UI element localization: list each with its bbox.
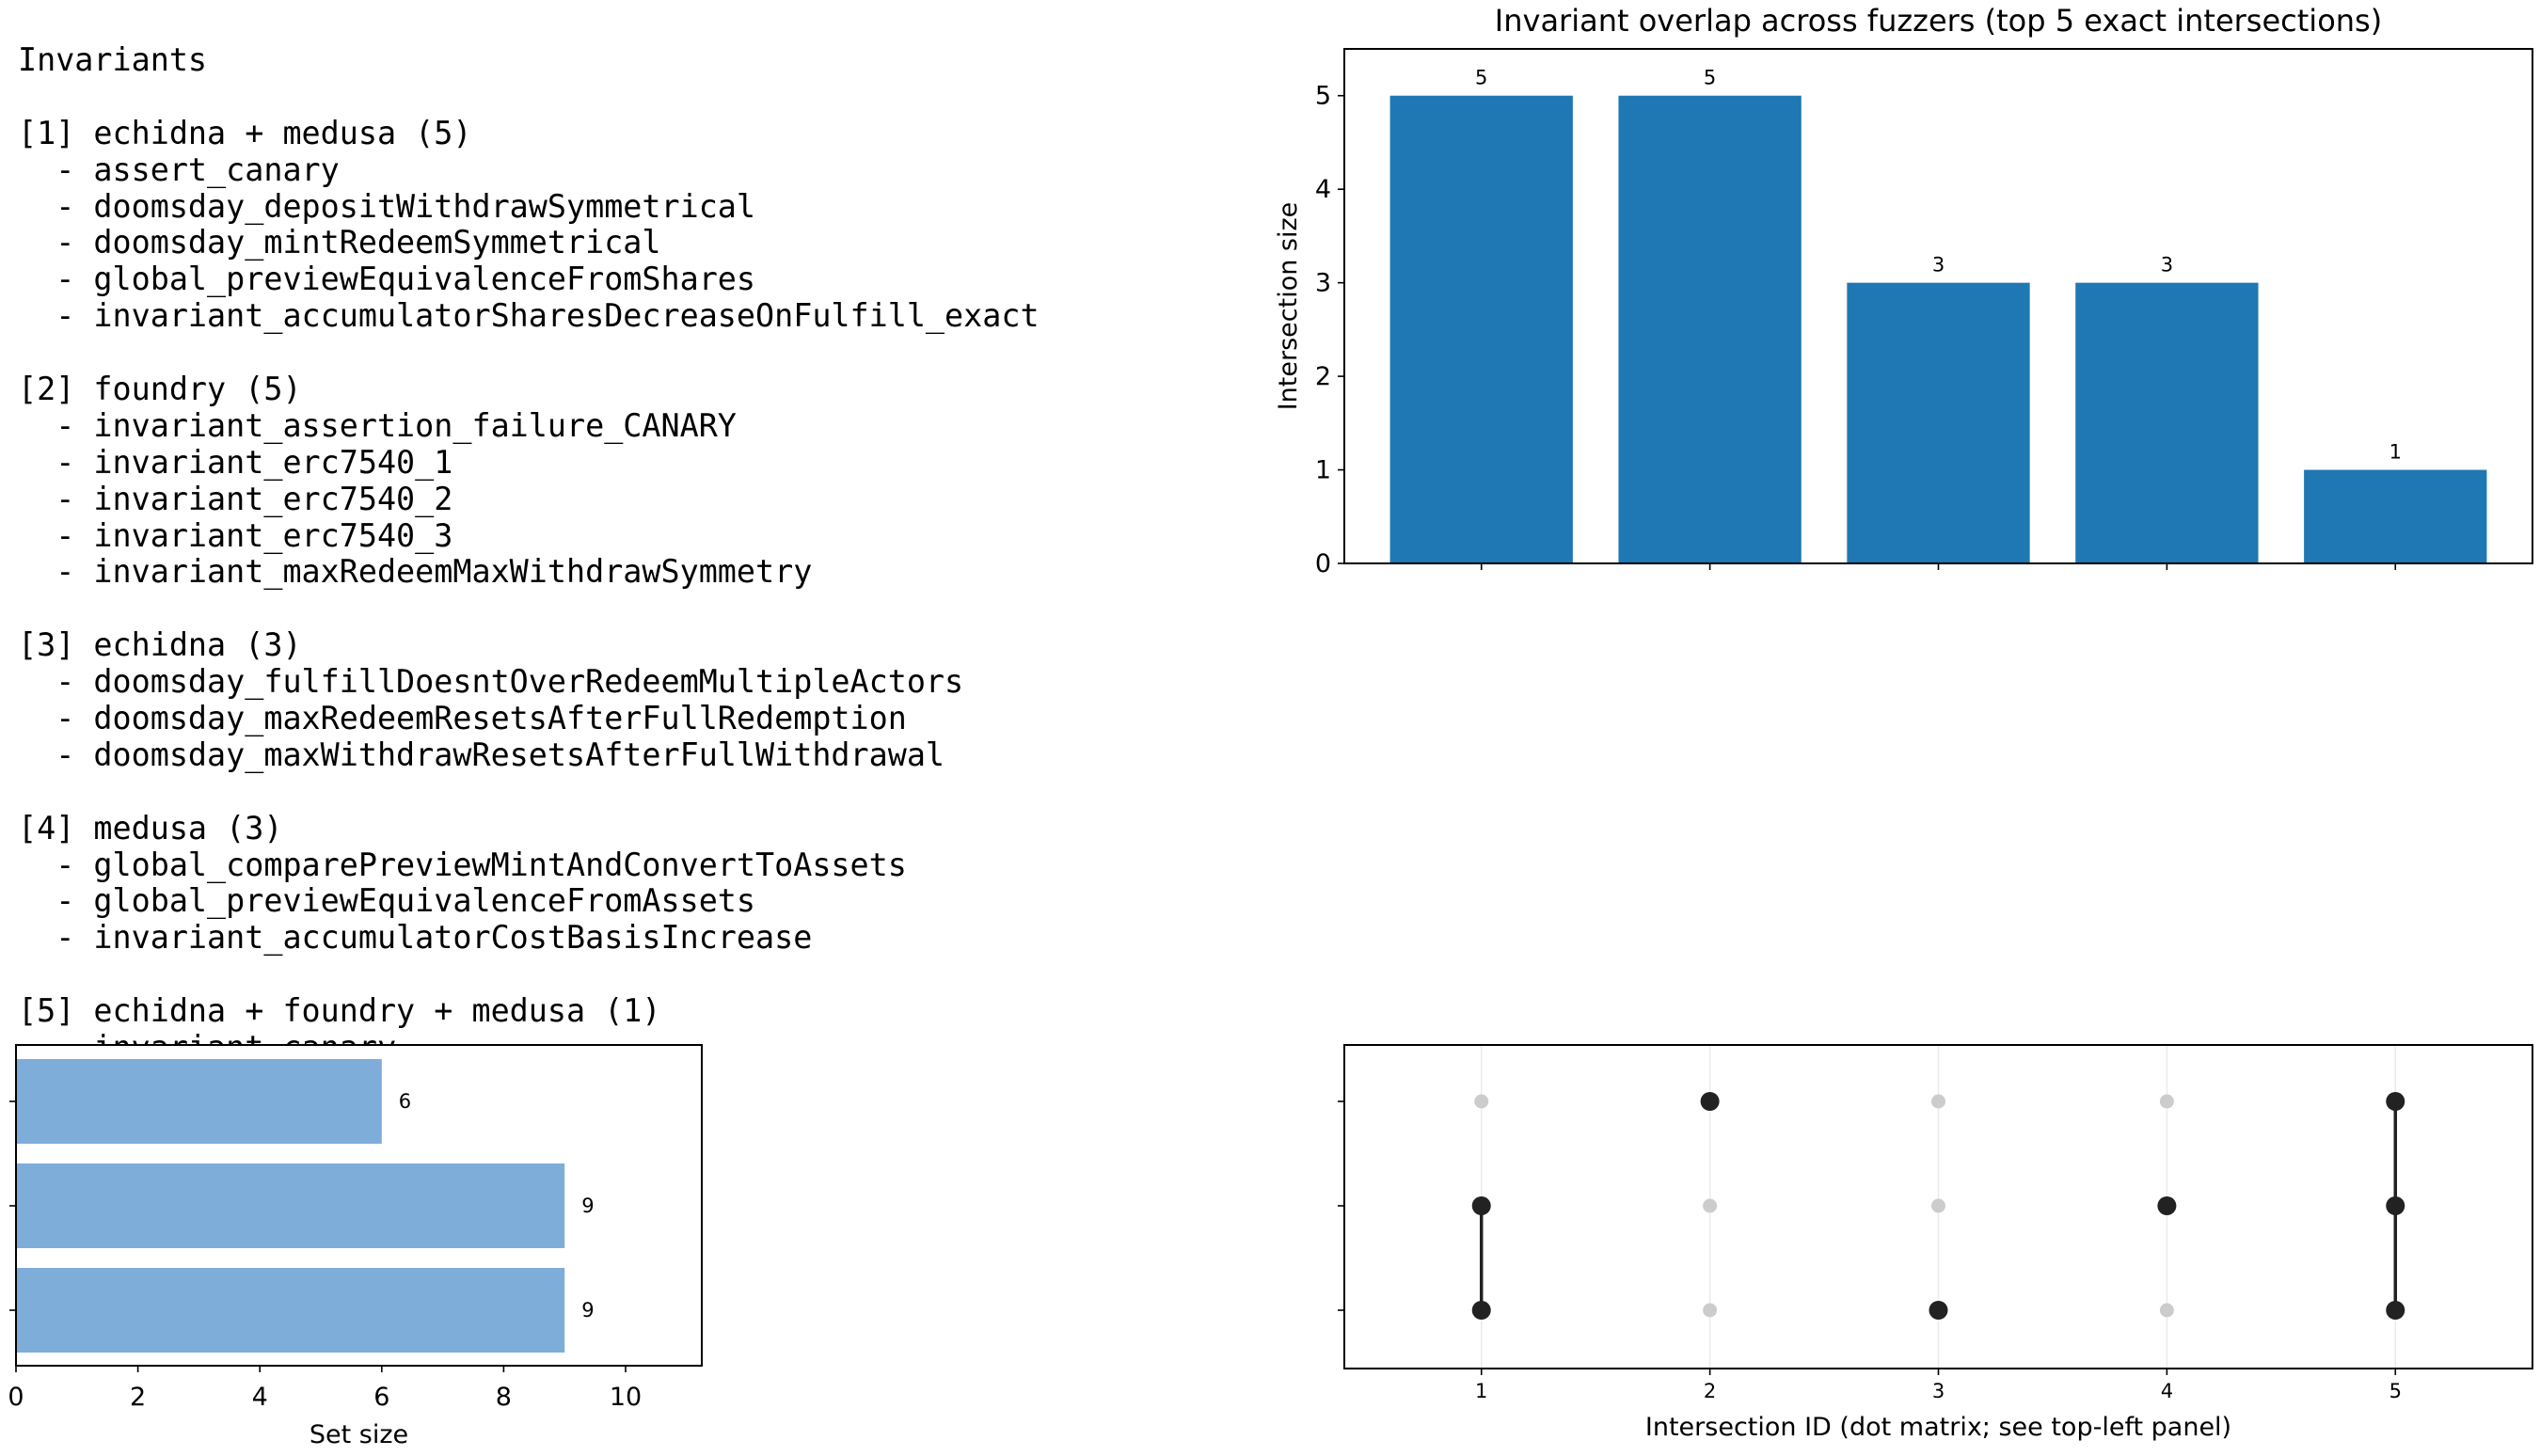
x-tick-label: 0 [8, 1383, 24, 1412]
bar-value-label: 1 [2389, 441, 2402, 464]
invariant-item: - doomsday_maxWithdrawResetsAfterFullWit… [18, 736, 945, 773]
y-tick-label: 5 [1315, 82, 1331, 111]
invariant-item: - doomsday_fulfillDoesntOverRedeemMultip… [18, 663, 964, 701]
matrix-axes-frame [1343, 1044, 2533, 1369]
invariant-item: - invariant_erc7540_2 [18, 480, 453, 517]
y-tick-label: 4 [1315, 175, 1331, 204]
x-tick-label: 5 [2389, 1380, 2402, 1402]
intersection-bar [1618, 95, 1802, 564]
membership-dot-filled [1471, 1196, 1491, 1215]
invariant-item: - invariant_maxRedeemMaxWithdrawSymmetry [18, 553, 813, 591]
membership-dot-filled [2157, 1196, 2177, 1215]
membership-dot-empty [2159, 1094, 2174, 1109]
x-axis-label: Set size [310, 1420, 408, 1449]
invariant-item: - doomsday_mintRedeemSymmetrical [18, 224, 661, 261]
invariant-item: - invariant_erc7540_1 [18, 443, 453, 481]
set-size-value-label: 6 [399, 1090, 411, 1113]
x-tick-label: 1 [1475, 1380, 1487, 1402]
invariant-item: - global_previewEquivalenceFromShares [18, 261, 756, 298]
invariant-item: - doomsday_maxRedeemResetsAfterFullRedem… [18, 700, 907, 737]
invariant-item: - invariant_erc7540_3 [18, 516, 453, 554]
y-tick-label: 2 [1315, 362, 1331, 391]
invariant-item: - doomsday_depositWithdrawSymmetrical [18, 187, 756, 225]
x-tick-label: 4 [2161, 1380, 2173, 1402]
membership-dot-filled [2386, 1092, 2405, 1111]
x-tick-label: 3 [1932, 1380, 1945, 1402]
bar-value-label: 5 [1475, 67, 1487, 89]
intersection-bar [1847, 282, 2030, 563]
group-header: [4] medusa (3) [18, 809, 283, 847]
intersection-bar [2304, 469, 2487, 563]
membership-dot-empty [1474, 1094, 1489, 1109]
x-tick-label: 6 [373, 1383, 389, 1412]
intersection-bar [1389, 95, 1573, 564]
x-tick-label: 4 [252, 1383, 268, 1412]
set-size-bar [16, 1268, 565, 1353]
intersection-bar [2075, 282, 2259, 563]
invariant-item: - invariant_assertion_failure_CANARY [18, 406, 737, 444]
membership-dot-empty [2159, 1303, 2174, 1318]
membership-dot-filled [1471, 1301, 1491, 1320]
membership-dot-filled [1700, 1092, 1720, 1111]
x-tick-label: 2 [130, 1383, 146, 1412]
group-header: [2] foundry (5) [18, 371, 302, 408]
chart-title: Invariant overlap across fuzzers (top 5 … [1495, 3, 2382, 39]
y-tick-label: 1 [1315, 456, 1331, 485]
group-header: [3] echidna (3) [18, 626, 302, 664]
y-tick-label: 3 [1315, 269, 1331, 298]
bar-value-label: 5 [1704, 67, 1716, 89]
bar-value-label: 3 [2161, 254, 2173, 277]
group-header: [1] echidna + medusa (5) [18, 114, 472, 151]
membership-dot-filled [1929, 1301, 1948, 1320]
x-tick-label: 2 [1704, 1380, 1716, 1402]
top-axes-frame [1343, 48, 2533, 564]
invariant-item: - global_previewEquivalenceFromAssets [18, 882, 756, 920]
set-size-bar [16, 1163, 565, 1248]
membership-dot-filled [2386, 1301, 2405, 1320]
y-axis-label: Intersection size [1274, 202, 1303, 411]
membership-dot-empty [1703, 1303, 1718, 1318]
invariant-item: - invariant_accumulatorCostBasisIncrease [18, 919, 813, 957]
membership-dot-filled [2386, 1196, 2405, 1215]
membership-dot-empty [1703, 1198, 1718, 1213]
x-tick-label: 10 [610, 1383, 642, 1412]
set-size-value-label: 9 [581, 1195, 594, 1217]
bar-value-label: 3 [1932, 254, 1945, 277]
set-size-bar [16, 1059, 382, 1144]
x-tick-label: 8 [496, 1383, 512, 1412]
y-tick-label: 0 [1315, 549, 1331, 578]
invariant-item: - global_comparePreviewMintAndConvertToA… [18, 846, 907, 883]
membership-dot-empty [1931, 1094, 1945, 1109]
listing-heading: Invariants [18, 41, 208, 78]
invariant-item: - invariant_accumulatorSharesDecreaseOnF… [18, 297, 1040, 335]
set-size-value-label: 9 [581, 1299, 594, 1321]
invariant-item: - assert_canary [18, 150, 340, 188]
membership-dot-empty [1931, 1198, 1945, 1213]
group-header: [5] echidna + foundry + medusa (1) [18, 992, 661, 1030]
side-axes-frame [15, 1044, 703, 1367]
x-axis-label: Intersection ID (dot matrix; see top-lef… [1645, 1413, 2231, 1442]
